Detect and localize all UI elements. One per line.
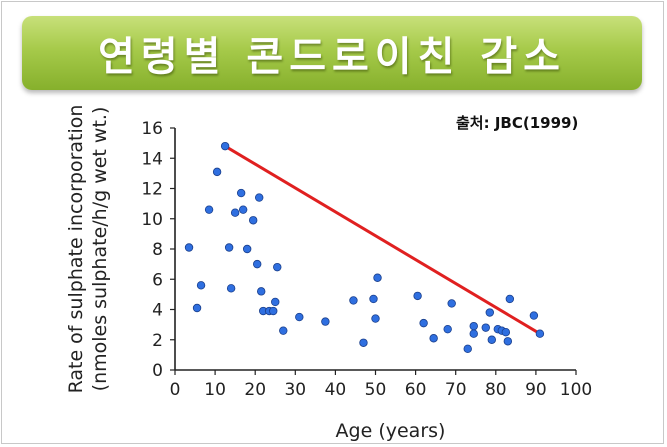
data-point bbox=[236, 188, 246, 198]
x-tick-label: 50 bbox=[365, 380, 387, 400]
tick-labels: 0 10 20 30 40 50 60 70 80 90 100 0 2 4 6 8 10 12 14 16 bbox=[141, 119, 592, 400]
data-point bbox=[242, 244, 252, 254]
data-point bbox=[463, 344, 472, 354]
data-point bbox=[359, 338, 368, 347]
data-point bbox=[505, 294, 515, 304]
x-tick-label: 60 bbox=[405, 380, 427, 400]
x-tick-label: 70 bbox=[445, 380, 467, 400]
x-tick-label: 20 bbox=[244, 380, 266, 400]
y-tick-label: 10 bbox=[141, 210, 163, 230]
trend-line-group bbox=[224, 144, 541, 335]
data-point bbox=[413, 291, 422, 301]
title-banner: 연령별 콘드로이친 감소 bbox=[22, 16, 642, 90]
data-point bbox=[321, 317, 330, 326]
y-tick-label: 6 bbox=[152, 270, 163, 290]
data-point bbox=[535, 329, 545, 338]
slide-title: 연령별 콘드로이친 감소 bbox=[98, 34, 566, 80]
y-tick-label: 12 bbox=[141, 180, 163, 200]
y-axis-label-line1: Rate of sulphate incorporation bbox=[65, 105, 87, 394]
y-tick-label: 16 bbox=[141, 119, 163, 139]
data-point bbox=[269, 306, 278, 316]
data-point bbox=[485, 308, 494, 317]
data-point bbox=[279, 326, 288, 335]
chart-axes bbox=[170, 127, 577, 375]
data-point bbox=[255, 193, 264, 202]
data-point bbox=[447, 299, 456, 308]
data-point bbox=[184, 243, 194, 252]
data-point bbox=[349, 296, 358, 305]
data-points bbox=[184, 141, 545, 354]
data-point bbox=[443, 324, 452, 334]
data-point bbox=[501, 327, 511, 337]
data-point bbox=[220, 141, 230, 151]
data-point bbox=[487, 335, 496, 344]
x-tick-label: 40 bbox=[325, 380, 347, 400]
data-point bbox=[429, 334, 438, 343]
data-point bbox=[529, 311, 539, 320]
y-tick-label: 14 bbox=[141, 149, 163, 169]
x-tick-label: 90 bbox=[525, 380, 547, 400]
data-point bbox=[248, 216, 258, 225]
data-point bbox=[238, 205, 248, 214]
data-point bbox=[226, 284, 236, 293]
data-point bbox=[230, 208, 240, 217]
data-point bbox=[204, 205, 214, 214]
data-point bbox=[295, 312, 304, 322]
x-axis-label: Age (years) bbox=[336, 420, 446, 442]
source-citation: 출처: JBC(1999) bbox=[456, 114, 579, 132]
x-tick-label: 10 bbox=[204, 380, 226, 400]
data-point bbox=[419, 318, 428, 328]
data-point bbox=[503, 337, 513, 346]
data-point bbox=[369, 294, 378, 304]
data-point bbox=[257, 287, 266, 296]
data-point bbox=[196, 281, 206, 290]
data-point bbox=[273, 262, 282, 272]
data-point bbox=[192, 303, 202, 313]
data-point bbox=[481, 323, 490, 332]
data-point bbox=[224, 243, 234, 252]
data-point bbox=[212, 167, 222, 177]
x-tick-label: 0 bbox=[170, 380, 181, 400]
y-tick-label: 4 bbox=[152, 301, 163, 321]
y-tick-label: 0 bbox=[152, 361, 163, 381]
x-tick-label: 30 bbox=[284, 380, 306, 400]
data-point bbox=[371, 314, 380, 323]
trend-line bbox=[224, 144, 541, 335]
y-axis-label-line2: (nmoles sulphate/h/g wet wt.) bbox=[89, 107, 111, 392]
x-tick-label: 100 bbox=[560, 380, 592, 400]
data-point bbox=[469, 329, 478, 338]
data-point bbox=[373, 273, 382, 282]
data-point bbox=[469, 321, 478, 331]
data-point bbox=[253, 259, 262, 269]
data-point bbox=[271, 297, 280, 307]
y-tick-label: 2 bbox=[152, 331, 163, 351]
x-tick-label: 80 bbox=[485, 380, 507, 400]
y-tick-label: 8 bbox=[152, 240, 163, 260]
